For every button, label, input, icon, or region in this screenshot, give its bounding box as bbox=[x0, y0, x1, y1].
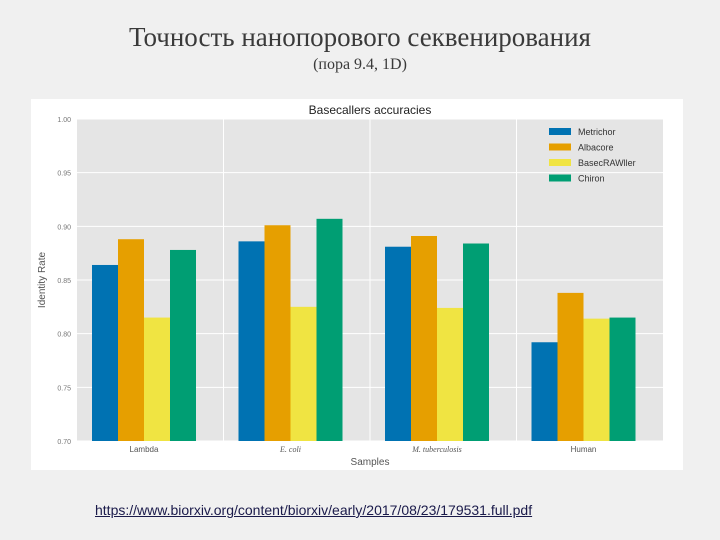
bar-metrichor bbox=[238, 241, 265, 441]
y-tick-label: 0.75 bbox=[57, 385, 71, 392]
y-tick-label: 0.80 bbox=[57, 332, 71, 339]
x-tick-label: Human bbox=[571, 445, 597, 454]
legend-swatch bbox=[549, 174, 571, 182]
bars bbox=[92, 218, 636, 441]
bar-chiron bbox=[463, 243, 489, 441]
legend-swatch bbox=[549, 159, 571, 166]
axis-labels: 0.70 0.75 0.80 0.85 0.90 0.95 1.00 Lambda E. col… bbox=[57, 117, 596, 454]
x-axis-label: Samples bbox=[351, 457, 390, 468]
bar-chart: 0.70 0.75 0.80 0.85 0.90 0.95 1.00 Lambda E. col… bbox=[37, 103, 663, 468]
y-tick-label: 0.85 bbox=[57, 278, 71, 285]
legend-swatch bbox=[549, 128, 571, 135]
bar-albacore bbox=[557, 292, 584, 441]
x-tick-label: M. tuberculosis bbox=[411, 445, 461, 454]
legend-label: Chiron bbox=[578, 174, 605, 184]
bar-basecrawller bbox=[290, 306, 317, 441]
legend-swatch bbox=[549, 143, 571, 151]
chart-panel: 0.70 0.75 0.80 0.85 0.90 0.95 1.00 Lambda E. col… bbox=[31, 99, 683, 470]
y-tick-label: 1.00 bbox=[57, 117, 71, 124]
y-axis-label: Identity Rate bbox=[37, 251, 48, 308]
bar-metrichor bbox=[531, 342, 558, 441]
y-tick-label: 0.90 bbox=[57, 224, 71, 231]
legend: Metrichor Albacore BasecRAWller Chiron bbox=[549, 127, 636, 184]
bar-chiron bbox=[170, 249, 196, 441]
bar-basecrawller bbox=[583, 318, 610, 441]
bar-albacore bbox=[118, 239, 144, 441]
bar-albacore bbox=[264, 225, 291, 441]
legend-label: BasecRAWller bbox=[578, 158, 636, 168]
bar-basecrawller bbox=[144, 317, 170, 441]
legend-label: Albacore bbox=[578, 143, 614, 153]
y-tick-label: 0.70 bbox=[57, 439, 71, 446]
x-tick-label: Lambda bbox=[130, 445, 159, 454]
x-tick-label: E. coli bbox=[279, 445, 301, 454]
bar-metrichor bbox=[385, 246, 411, 441]
bar-metrichor bbox=[92, 264, 118, 441]
slide-subtitle: (пора 9.4, 1D) bbox=[313, 56, 407, 73]
source-link[interactable]: https://www.biorxiv.org/content/biorxiv/… bbox=[95, 502, 533, 518]
legend-label: Metrichor bbox=[578, 127, 616, 137]
chart-title: Basecallers accuracies bbox=[309, 103, 432, 117]
bar-basecrawller bbox=[437, 307, 463, 441]
slide-title: Точность нанопорового секвенирования bbox=[129, 22, 591, 52]
bar-chiron bbox=[316, 218, 343, 441]
bar-chiron bbox=[609, 317, 636, 441]
y-tick-label: 0.95 bbox=[57, 171, 71, 178]
bar-albacore bbox=[411, 235, 437, 441]
